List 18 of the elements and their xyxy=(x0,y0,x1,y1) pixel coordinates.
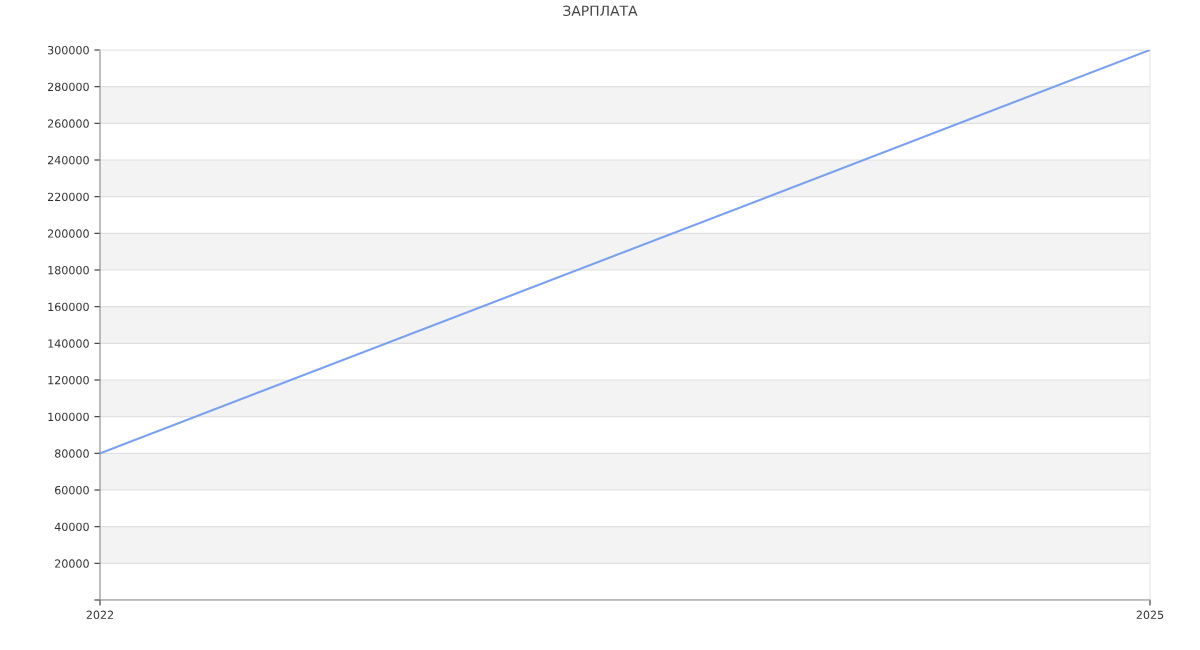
y-tick-label: 300000 xyxy=(48,45,89,55)
y-tick-label: 240000 xyxy=(47,155,89,165)
y-tick-label: 160000 xyxy=(48,302,89,312)
x-tick-label: 2022 xyxy=(86,610,114,620)
y-tick-label: 40000 xyxy=(54,522,89,532)
y-tick-label: 280000 xyxy=(47,82,89,92)
y-tick-label: 100000 xyxy=(48,412,89,422)
y-tick-label: 260000 xyxy=(47,119,89,128)
y-tick-label: 140000 xyxy=(48,339,89,348)
y-tick-label: 220000 xyxy=(47,192,89,202)
y-tick-label: 200000 xyxy=(47,229,89,238)
y-tick-label: 120000 xyxy=(48,375,89,385)
x-tick-label: 2025 xyxy=(1136,610,1164,620)
y-tick-label: 180000 xyxy=(48,265,89,275)
y-tick-label: 20000 xyxy=(55,559,89,568)
chart-title: ЗАРПЛАТА xyxy=(563,5,638,17)
y-tick-label: 60000 xyxy=(55,485,89,495)
y-tick-label: 80000 xyxy=(54,449,89,458)
